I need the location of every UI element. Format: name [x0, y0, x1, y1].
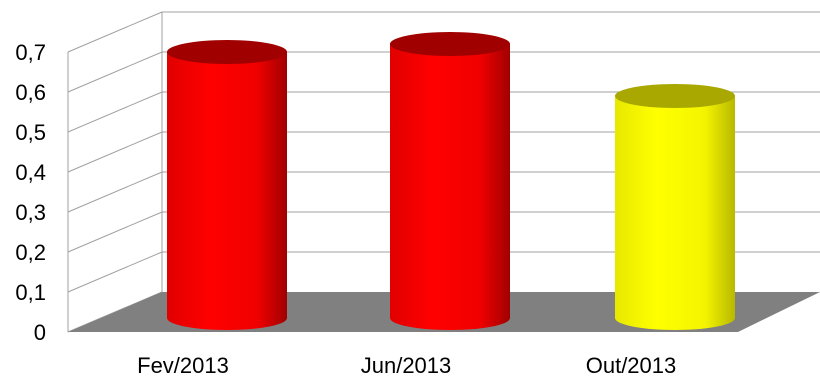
bar-body — [390, 44, 510, 330]
x-tick-label: Jun/2013 — [361, 353, 452, 378]
bar-top — [390, 32, 510, 56]
bar — [390, 32, 510, 330]
bar — [615, 84, 735, 330]
x-tick-label: Fev/2013 — [137, 353, 229, 378]
bars — [167, 32, 735, 330]
y-tick-label: 0,7 — [15, 40, 46, 65]
side-gridline — [67, 211, 163, 253]
side-gridline — [67, 91, 163, 133]
y-tick-label: 0,2 — [15, 240, 46, 265]
bar-top — [167, 40, 287, 64]
y-tick-label: 0,6 — [15, 80, 46, 105]
side-gridline — [67, 11, 163, 53]
chart-walls — [67, 12, 163, 332]
side-gridline — [67, 171, 163, 213]
y-tick-label: 0,4 — [15, 160, 46, 185]
side-gridline — [67, 51, 163, 93]
side-gridline — [67, 251, 163, 293]
y-tick-label: 0,3 — [15, 200, 46, 225]
x-axis-labels: Fev/2013 Jun/2013 Out/2013 — [137, 353, 676, 378]
bar-body — [167, 52, 287, 330]
y-axis-ticks: 0 0,1 0,2 0,3 0,4 0,5 0,6 0,7 — [15, 40, 46, 345]
x-tick-label: Out/2013 — [586, 353, 677, 378]
y-tick-label: 0,1 — [15, 280, 46, 305]
bar-body — [615, 96, 735, 330]
bar-top — [615, 84, 735, 108]
bar — [167, 40, 287, 330]
y-tick-label: 0,5 — [15, 120, 46, 145]
side-gridline — [67, 131, 163, 173]
y-tick-label: 0 — [34, 320, 46, 345]
